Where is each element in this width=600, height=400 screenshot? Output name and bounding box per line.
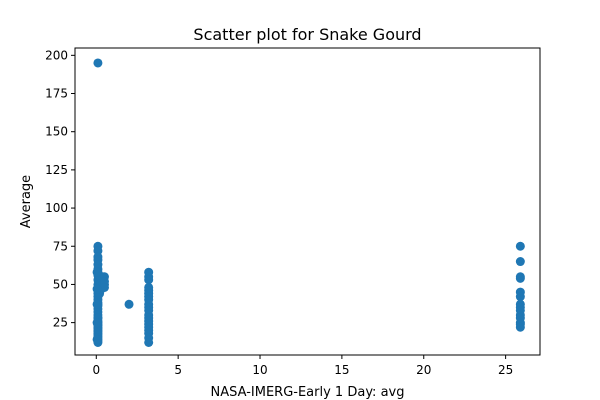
x-tick-label: 0	[92, 363, 100, 377]
points-layer	[92, 58, 525, 347]
data-point	[92, 318, 102, 328]
y-tick-label: 175	[45, 87, 68, 101]
data-point	[92, 334, 102, 344]
x-tick-label: 10	[252, 363, 267, 377]
data-point	[92, 299, 102, 309]
data-point	[124, 299, 134, 309]
data-point	[99, 282, 109, 292]
y-tick-label: 100	[45, 201, 68, 215]
chart-title: Scatter plot for Snake Gourd	[193, 25, 421, 44]
y-tick-label: 25	[53, 316, 68, 330]
data-point	[92, 267, 102, 277]
x-axis-label: NASA-IMERG-Early 1 Day: avg	[211, 385, 405, 400]
y-tick-label: 75	[53, 239, 68, 253]
x-tick-label: 5	[174, 363, 182, 377]
y-axis-ticks: 25 50 75 100 125 150 175 200	[45, 48, 75, 330]
data-point	[92, 284, 102, 294]
data-point	[93, 58, 103, 68]
data-point	[515, 322, 525, 332]
plot-frame	[74, 47, 541, 356]
x-tick-label: 20	[416, 363, 431, 377]
data-point	[144, 337, 154, 347]
y-tick-label: 50	[53, 277, 68, 291]
x-axis-ticks: 0 5 10 15 20 25	[92, 355, 513, 377]
data-point	[515, 257, 525, 267]
x-tick-label: 15	[334, 363, 349, 377]
data-point	[515, 292, 525, 302]
data-point	[144, 275, 154, 285]
y-tick-label: 150	[45, 125, 68, 139]
data-point	[515, 241, 525, 251]
x-tick-label: 25	[498, 363, 513, 377]
y-tick-label: 200	[45, 48, 68, 62]
data-point	[515, 273, 525, 283]
y-axis-label: Average	[19, 175, 34, 228]
y-tick-label: 125	[45, 163, 68, 177]
